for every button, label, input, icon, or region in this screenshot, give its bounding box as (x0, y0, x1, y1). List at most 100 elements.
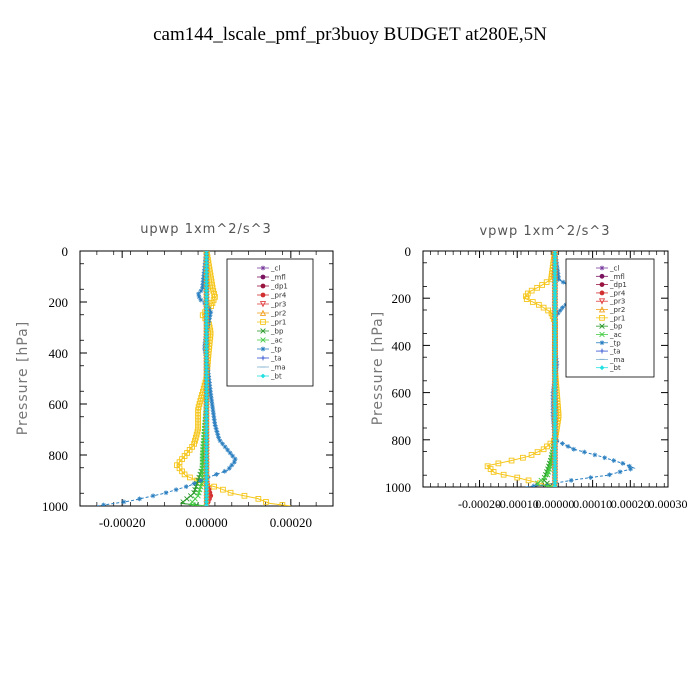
series-marker_bt (552, 407, 558, 412)
series-marker_bt (552, 449, 558, 455)
series-marker_pr1 (208, 278, 215, 285)
series-marker_tp (628, 466, 633, 472)
series-marker_pr1 (195, 425, 201, 432)
series-marker_bt (552, 274, 558, 279)
series-marker_pr1 (490, 469, 497, 475)
legend-label_ac: _ac (270, 337, 283, 345)
series-marker_bt (552, 480, 558, 486)
series-marker_bt (552, 410, 558, 415)
series-marker_bt (552, 469, 558, 475)
series-marker_bt (552, 353, 558, 359)
legend-box (226, 258, 314, 387)
series-marker_bt (552, 282, 558, 288)
series-marker_tp (560, 441, 565, 446)
series-marker_bt (552, 359, 558, 364)
legend-box (565, 258, 655, 378)
legend-marker_bt (260, 373, 266, 379)
series-marker_pr1 (540, 446, 547, 453)
series-marker_bt (552, 344, 558, 350)
series-marker_bt (204, 285, 209, 291)
series-marker_bp (184, 496, 190, 502)
series-marker_bt (552, 432, 558, 438)
series-marker_bt (204, 294, 209, 300)
series-marker_tp (210, 407, 216, 413)
x-tick-label: -0.00010 (496, 497, 539, 511)
legend-label_bp: _bp (609, 323, 623, 331)
series-marker_pr1 (194, 428, 201, 435)
series-marker_tp (588, 475, 594, 480)
x-tick-label: 0.00000 (535, 497, 574, 511)
series-marker_bt (204, 346, 209, 352)
series-marker_pr1 (528, 452, 535, 458)
series-marker_tp (183, 484, 189, 490)
series-marker_tp (555, 274, 561, 279)
series-marker_bt (552, 251, 558, 257)
series-marker_bt (204, 334, 209, 340)
series-marker_bt (204, 502, 209, 506)
x-tick-label: 0.00020 (611, 497, 650, 511)
legend-marker_tp (599, 340, 605, 346)
series-marker_bt (552, 308, 558, 313)
series-marker_bt (204, 419, 209, 425)
series-marker_bt (552, 336, 558, 342)
series-marker_bt (204, 416, 209, 422)
series-marker_pr1 (187, 474, 193, 481)
series-marker_pr1 (195, 416, 201, 423)
legend-label_dp1: _dp1 (270, 283, 288, 291)
legend-marker_tp (260, 346, 266, 352)
y-tick-label: 0 (62, 244, 69, 259)
series-marker_tp (627, 463, 632, 469)
series-marker_bt (552, 325, 558, 330)
series-marker_tp (215, 432, 221, 437)
series-marker_bt (204, 478, 209, 483)
series-marker_pr1 (195, 419, 201, 426)
series-marker_bt (204, 260, 209, 266)
series-marker_bt (204, 395, 209, 401)
series-marker_bt (552, 376, 558, 381)
legend-marker_pr1 (599, 314, 605, 321)
series-marker_bt (552, 367, 558, 373)
series-marker_bt (552, 327, 558, 333)
x-tick-label: -0.00020 (458, 497, 501, 511)
series-marker_tp (150, 493, 156, 499)
series-marker_bt (204, 343, 209, 349)
series-marker_tp (137, 496, 142, 502)
series-marker_pr1 (195, 422, 201, 429)
series-marker_bt (204, 456, 209, 462)
series-marker_pr1 (195, 410, 201, 417)
legend-label_dp1: _dp1 (609, 281, 627, 289)
series-marker_bt (552, 257, 558, 262)
series-marker_bt (552, 415, 558, 421)
series-marker_bt (204, 254, 209, 260)
series-marker_bt (204, 263, 209, 269)
series-marker_bt (552, 441, 558, 446)
series-marker_bt (552, 438, 558, 444)
y-tick-label: 800 (392, 433, 412, 448)
series-marker_bt (552, 401, 558, 407)
series-marker_pr1 (209, 284, 216, 291)
series-marker_bt (552, 268, 558, 274)
series-marker_bt (204, 374, 209, 379)
series-marker_pr1 (534, 449, 541, 455)
series-marker_bt (552, 370, 558, 376)
y-tick-label: 1000 (385, 480, 411, 495)
series-marker_bt (552, 387, 558, 393)
series-marker_ac (196, 490, 202, 496)
x-tick-label: -0.00020 (99, 515, 146, 530)
series-marker_tp (617, 469, 623, 475)
panel-title: vpwp 1xm^2/s^3 (479, 224, 610, 239)
series-marker_bt (552, 364, 558, 370)
series-marker_bt (552, 429, 558, 435)
series-marker_bt (552, 475, 558, 480)
series-marker_tp (198, 297, 204, 303)
legend-label_pr1: _pr1 (609, 314, 625, 322)
legend-marker_bt (599, 365, 605, 371)
series-marker_bt (204, 340, 209, 346)
series-marker_bt (552, 393, 558, 398)
series-marker_bt (204, 423, 209, 428)
series-marker_bt (204, 361, 209, 367)
series-marker_pr1 (534, 284, 540, 291)
y-tick-label: 600 (49, 397, 69, 412)
series-marker_pr1 (181, 471, 188, 478)
series-marker_bt (204, 484, 209, 490)
